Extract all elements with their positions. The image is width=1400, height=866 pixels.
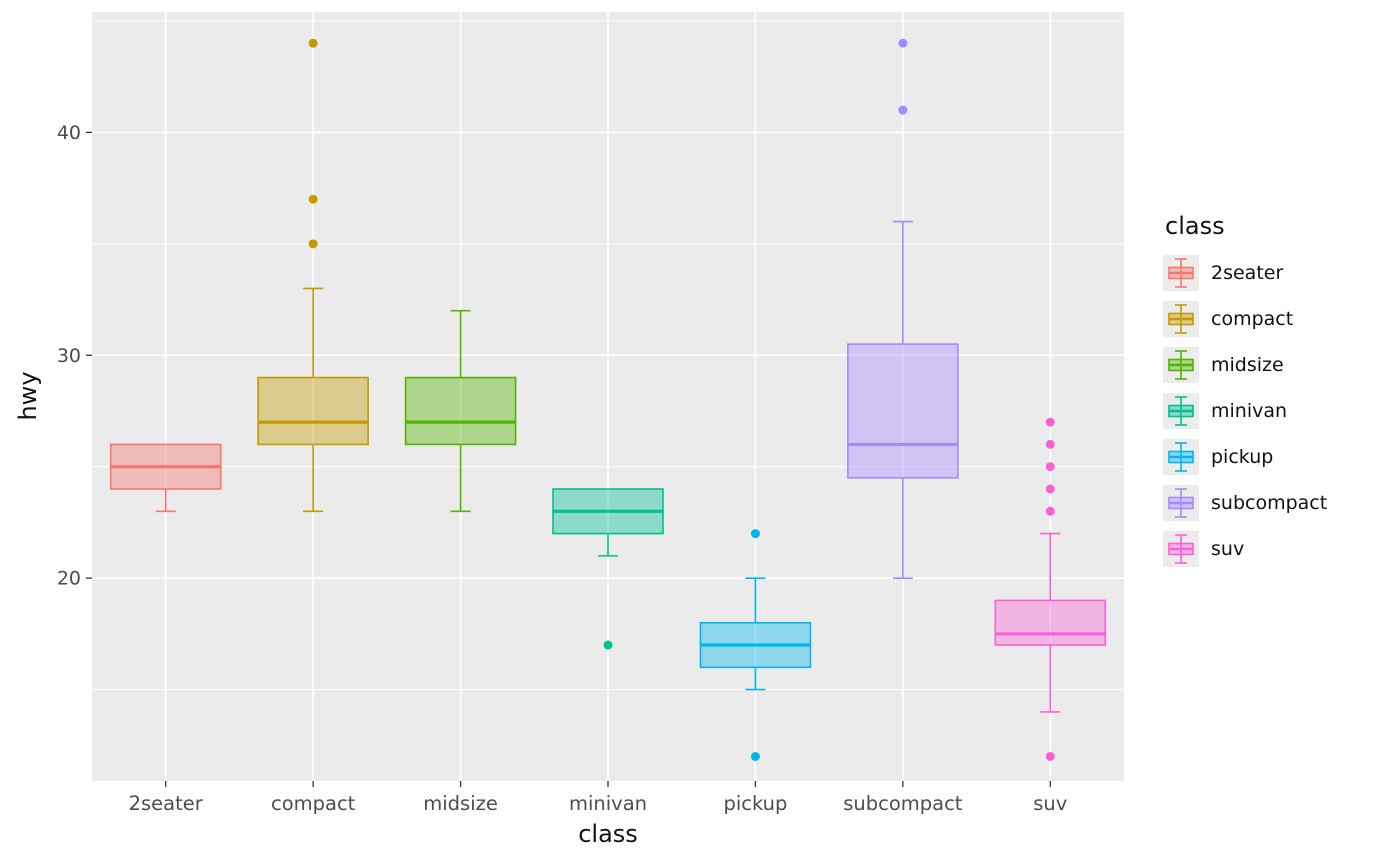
x-tick-label: pickup bbox=[723, 792, 787, 815]
outlier-point bbox=[898, 105, 908, 115]
legend-key-swatch-minivan bbox=[1163, 393, 1199, 429]
outlier-point bbox=[1045, 439, 1055, 449]
x-tick-label: 2seater bbox=[129, 792, 204, 815]
y-tick-label: 40 bbox=[57, 122, 81, 144]
legend-label-compact: compact bbox=[1211, 308, 1294, 330]
outlier-point bbox=[308, 239, 318, 249]
x-axis-title: class bbox=[578, 820, 638, 848]
legend-item-compact: compact bbox=[1163, 296, 1327, 342]
box-subcompact bbox=[847, 343, 959, 479]
boxplot-minivan bbox=[552, 488, 664, 650]
outlier-point bbox=[750, 751, 760, 761]
x-tick-label: subcompact bbox=[843, 792, 963, 815]
outlier-point bbox=[308, 38, 318, 48]
y-tick-label: 20 bbox=[57, 568, 81, 590]
boxplot-suv bbox=[994, 417, 1107, 761]
legend-key-swatch-compact bbox=[1163, 301, 1199, 337]
legend-label-subcompact: subcompact bbox=[1211, 492, 1328, 514]
boxplot-midsize bbox=[404, 309, 517, 513]
legend-label-suv: suv bbox=[1211, 538, 1245, 560]
outlier-point bbox=[898, 38, 908, 48]
legend-item-minivan: minivan bbox=[1163, 388, 1327, 434]
x-tick-label: midsize bbox=[423, 792, 498, 815]
legend-item-subcompact: subcompact bbox=[1163, 480, 1327, 526]
outlier-point bbox=[1045, 506, 1055, 516]
legend-key-swatch-2seater bbox=[1163, 255, 1199, 291]
boxplot-subcompact bbox=[847, 38, 959, 579]
legend: class 2seater compact midsize minivan pickup… bbox=[1163, 212, 1327, 572]
legend-key-swatch-pickup bbox=[1163, 439, 1199, 475]
legend-title: class bbox=[1165, 212, 1225, 240]
legend-item-2seater: 2seater bbox=[1163, 250, 1327, 296]
legend-label-pickup: pickup bbox=[1211, 446, 1274, 468]
boxplot-compact bbox=[257, 38, 369, 513]
box-midsize bbox=[404, 376, 517, 446]
y-tick-label: 30 bbox=[57, 345, 81, 367]
y-axis-title: hwy bbox=[14, 371, 42, 421]
box-compact bbox=[257, 376, 369, 446]
outlier-point bbox=[308, 194, 318, 204]
legend-item-pickup: pickup bbox=[1163, 434, 1327, 480]
legend-item-midsize: midsize bbox=[1163, 342, 1327, 388]
legend-key-swatch-midsize bbox=[1163, 347, 1199, 383]
legend-key-swatch-subcompact bbox=[1163, 485, 1199, 521]
legend-label-midsize: midsize bbox=[1211, 354, 1284, 376]
outlier-point bbox=[750, 529, 760, 539]
box-suv bbox=[994, 599, 1107, 646]
boxplot-pickup bbox=[699, 529, 812, 761]
outlier-point bbox=[1045, 417, 1055, 427]
outlier-point bbox=[1045, 462, 1055, 472]
legend-item-suv: suv bbox=[1163, 526, 1327, 572]
legend-label-2seater: 2seater bbox=[1211, 262, 1284, 284]
legend-items: 2seater compact midsize minivan pickup subcom… bbox=[1163, 250, 1327, 572]
x-tick-label: compact bbox=[271, 792, 356, 815]
x-tick-label: minivan bbox=[569, 792, 647, 815]
x-tick-label: suv bbox=[1033, 792, 1067, 815]
outlier-point bbox=[1045, 751, 1055, 761]
legend-label-minivan: minivan bbox=[1211, 400, 1288, 422]
outlier-point bbox=[603, 640, 613, 650]
legend-key-swatch-suv bbox=[1163, 531, 1199, 567]
outlier-point bbox=[1045, 484, 1055, 494]
boxplot-2seater bbox=[109, 443, 222, 513]
